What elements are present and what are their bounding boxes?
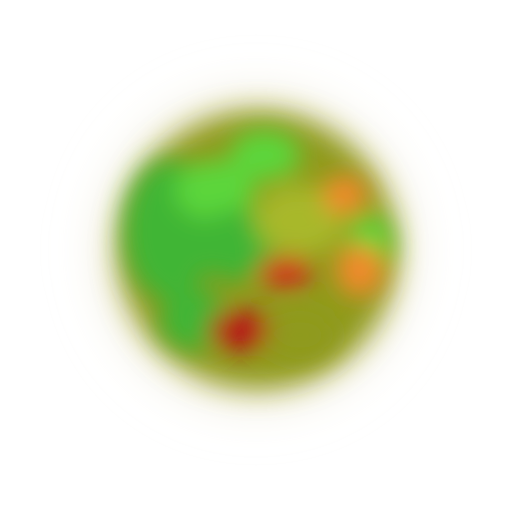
blob-green-upper [175, 160, 255, 220]
blob-green-center [195, 210, 275, 280]
blob-green-top [230, 130, 300, 180]
blob-orange-upper-right [323, 175, 367, 215]
blob-orange-lower [265, 310, 335, 360]
color-blobs [125, 130, 392, 360]
blob-yellow-center [255, 185, 345, 255]
blob-red-center [257, 258, 313, 286]
blob-orange-right [336, 244, 384, 296]
blob-red-lower [208, 310, 272, 350]
